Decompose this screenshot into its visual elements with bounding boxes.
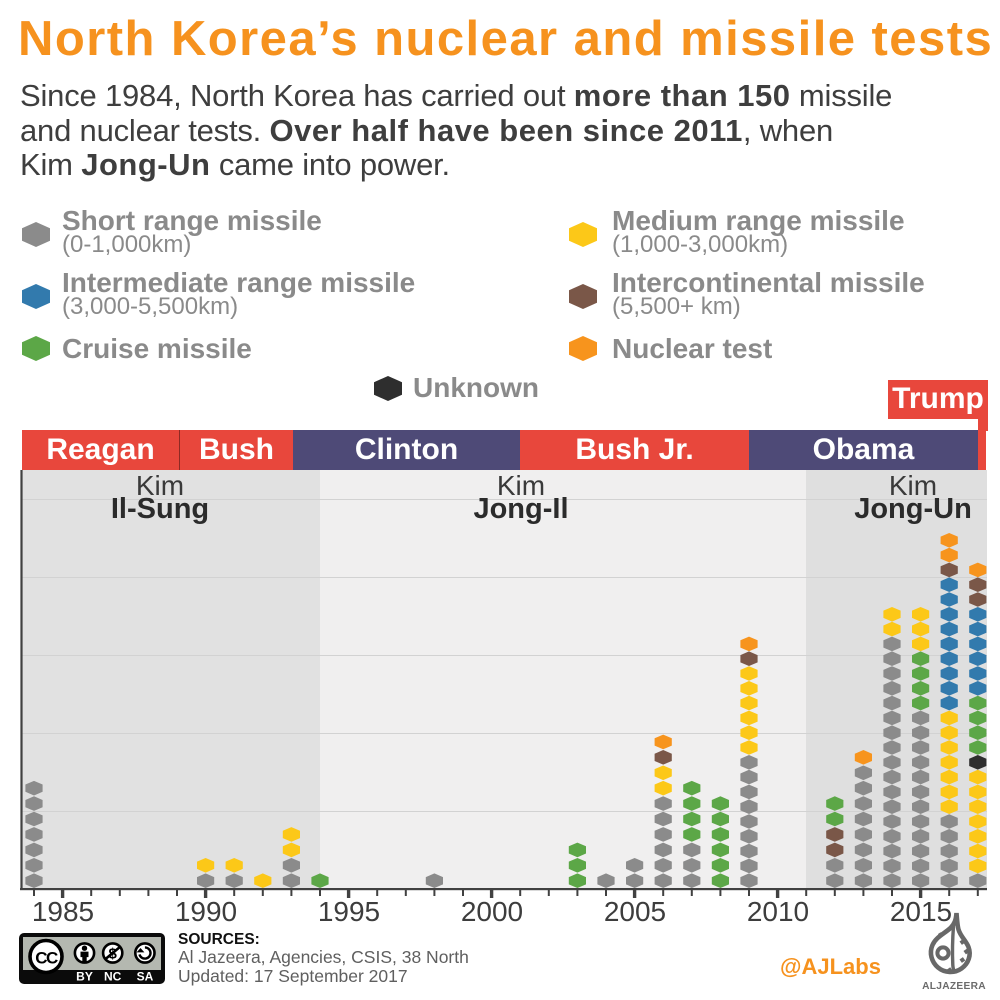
svg-text:ALJAZEERA: ALJAZEERA [922, 981, 986, 992]
svg-text:SA: SA [137, 970, 154, 984]
svg-text:NC: NC [104, 970, 122, 984]
svg-text:BY: BY [76, 970, 93, 984]
svg-text:CC: CC [35, 949, 58, 968]
